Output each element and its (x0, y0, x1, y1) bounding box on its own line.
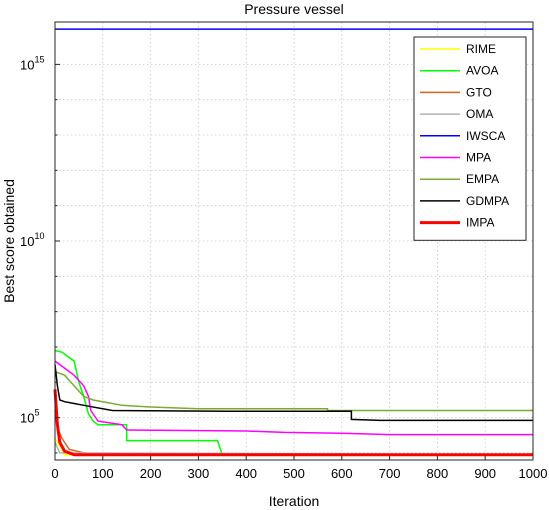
chart-title: Pressure vessel (244, 1, 344, 17)
x-tick-label: 400 (235, 466, 257, 481)
series-line-mpa (54, 360, 533, 436)
legend-label-rime: RIME (466, 42, 496, 56)
x-tick-label: 100 (92, 466, 114, 481)
y-axis-ticks: 105 1010 1015 (20, 28, 60, 454)
series-line-empa (54, 370, 533, 412)
x-tick-label: 900 (474, 466, 496, 481)
y-tick-label: 105 (20, 408, 39, 426)
y-tick-label: 1015 (20, 54, 44, 72)
legend-label-iwsca: IWSCA (466, 129, 505, 143)
series-line-avoa (54, 349, 533, 456)
y-tick-label: 1010 (20, 231, 44, 249)
legend-label-oma: OMA (466, 107, 493, 121)
legend-label-avoa: AVOA (466, 64, 498, 78)
series-line-gdmpa (54, 364, 533, 422)
x-axis-ticks: 0 100 200 300 400 500 600 700 800 900 1000 (51, 456, 547, 481)
x-tick-label: 600 (331, 466, 353, 481)
legend: RIME AVOA GTO OMA IWSCA MPA EMPA GDMPA IMPA (413, 36, 527, 241)
x-tick-label: 300 (188, 466, 210, 481)
legend-label-empa: EMPA (466, 172, 499, 186)
legend-label-mpa: MPA (466, 151, 491, 165)
y-axis-label: Best score obtained (1, 179, 17, 303)
legend-label-impa: IMPA (466, 216, 494, 230)
x-axis-label: Iteration (269, 493, 320, 509)
x-tick-label: 800 (427, 466, 449, 481)
series-line-impa (53, 389, 533, 457)
x-tick-label: 0 (51, 466, 58, 481)
series-lines (53, 28, 534, 457)
x-tick-label: 1000 (519, 466, 548, 481)
legend-label-gto: GTO (466, 85, 492, 99)
x-tick-label: 700 (379, 466, 401, 481)
x-tick-label: 200 (140, 466, 162, 481)
legend-label-gdmpa: GDMPA (466, 194, 509, 208)
x-tick-label: 500 (283, 466, 305, 481)
